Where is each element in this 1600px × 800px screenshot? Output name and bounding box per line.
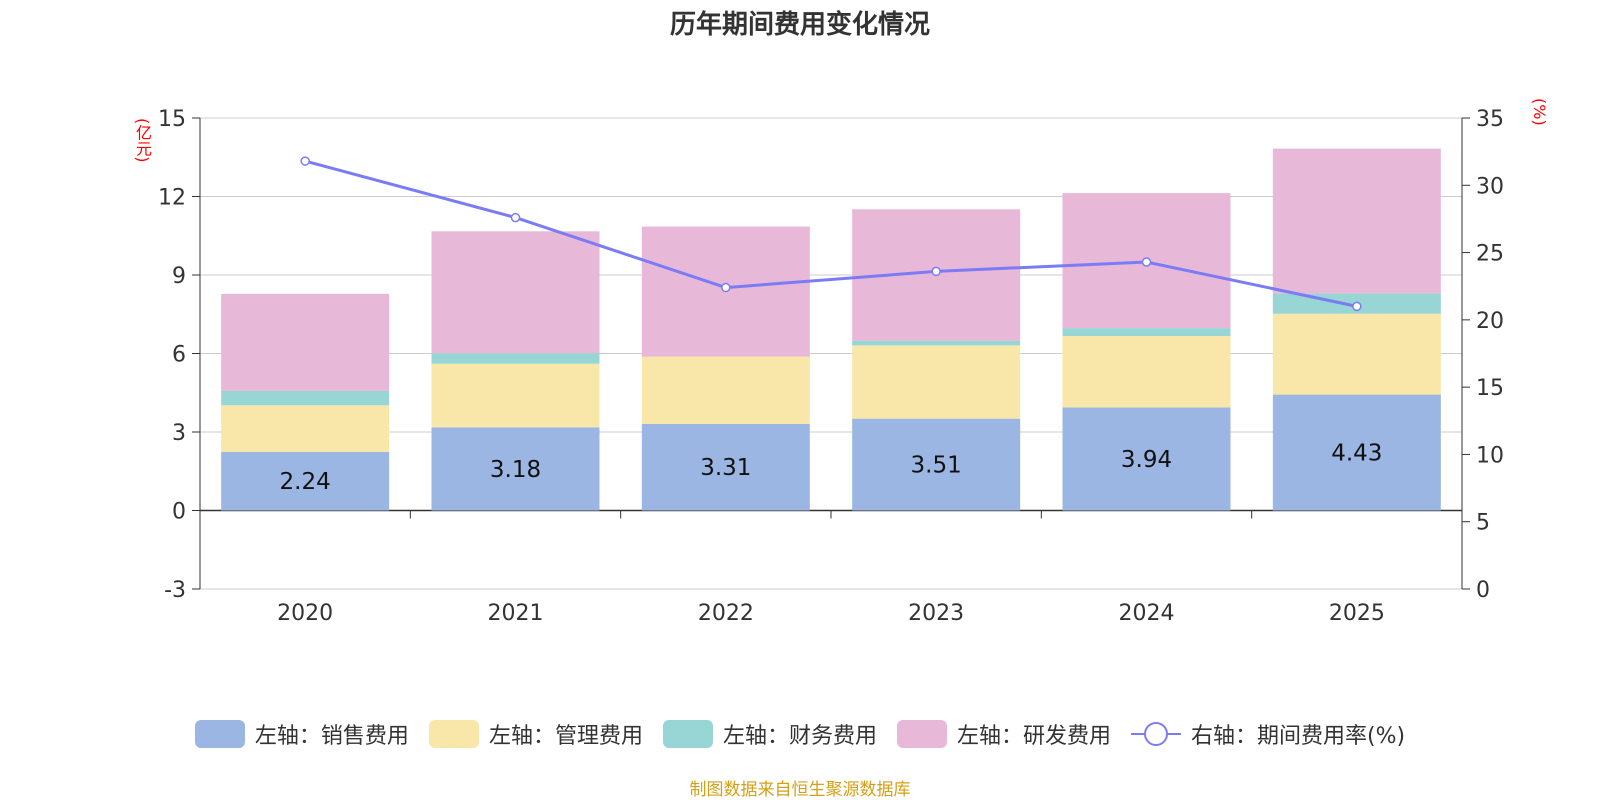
right-axis-tick-label: 30 [1476,174,1504,199]
bar-1-2021 [431,363,600,428]
bar-0-2025 [1272,394,1441,511]
bar-value-label: 3.18 [490,457,541,483]
x-axis-tick-label: 2025 [1329,601,1385,626]
x-axis-tick-label: 2023 [908,601,964,626]
legend-label-rnd: 左轴：研发费用 [956,724,1111,749]
bar-0-2022 [641,423,810,511]
bar-3-2020 [221,293,390,391]
left-axis-tick-label: 12 [158,186,186,211]
bar-0-2023 [852,418,1021,511]
bar-2-2021 [431,353,600,364]
x-axis-tick-label: 2020 [277,601,333,626]
right-axis-tick-label: 0 [1476,578,1490,603]
bar-3-2025 [1272,148,1441,294]
right-axis-tick-label: 20 [1476,309,1504,334]
right-axis-unit: (%) [1530,98,1549,126]
legend-swatch-finance [662,720,713,748]
expense-ratio-line [304,159,1358,308]
bar-1-2022 [641,356,810,424]
right-axis-tick-label: 10 [1476,443,1504,468]
legend-swatch-admin [428,720,479,748]
chart-canvas: -303691215051015202530352.2420203.182021… [158,107,1504,626]
legend-item-sales[interactable]: 左轴：销售费用 [194,718,409,750]
x-axis-tick-label: 2022 [698,601,754,626]
bar-value-label: 4.43 [1331,441,1382,467]
legend-swatch-sales [194,720,245,748]
legend-item-rnd[interactable]: 左轴：研发费用 [896,718,1111,750]
bar-2-2024 [1062,328,1231,336]
bar-value-label: 3.94 [1121,447,1172,473]
left-axis-tick-label: 0 [172,500,186,525]
bar-0-2020 [221,451,390,511]
legend-item-finance[interactable]: 左轴：财务费用 [662,718,877,750]
right-axis-tick-label: 35 [1476,107,1504,132]
legend-item-expense-ratio[interactable]: 右轴：期间费用率(%) [1130,718,1406,750]
right-axis-tick-label: 5 [1476,511,1490,536]
source-note: 制图数据来自恒生聚源数据库 [689,780,911,800]
right-axis-tick-label: 15 [1476,376,1504,401]
expense-ratio-point [300,156,310,166]
expense-ratio-point [721,282,731,293]
bar-0-2021 [431,427,600,511]
legend-item-admin[interactable]: 左轴：管理费用 [428,718,643,750]
bar-0-2024 [1062,407,1231,511]
bar-1-2023 [852,345,1021,419]
left-axis-unit: (亿元) [133,118,152,163]
x-axis-tick-label: 2024 [1119,601,1175,626]
legend-label-expense-ratio: 右轴：期间费用率(%) [1190,724,1406,749]
legend-label-sales: 左轴：销售费用 [254,724,409,749]
bar-2-2023 [852,340,1021,346]
legend-swatch-rnd [896,720,947,748]
left-axis-tick-label: 9 [172,264,186,289]
left-axis-tick-label: 6 [172,343,186,368]
left-axis-tick-label: -3 [164,578,186,603]
legend: 左轴：销售费用 左轴：管理费用 左轴：财务费用 左轴：研发费用 右轴：期间费用率… [0,718,1600,750]
legend-label-finance: 左轴：财务费用 [722,724,877,749]
bar-value-label: 3.31 [700,455,751,481]
bar-3-2021 [431,231,600,354]
left-axis-tick-label: 15 [158,107,186,132]
bar-value-label: 2.24 [280,469,331,495]
expense-ratio-point [1352,301,1362,312]
bar-1-2024 [1062,335,1231,408]
bar-1-2025 [1272,313,1441,395]
expense-ratio-point [1141,257,1152,267]
legend-swatch-expense-ratio [1130,720,1181,748]
legend-label-admin: 左轴：管理费用 [488,724,643,749]
chart-title: 历年期间费用变化情况 [669,10,930,40]
bar-value-label: 3.51 [911,453,962,479]
bar-2-2020 [221,390,390,406]
bar-1-2020 [221,405,390,452]
x-axis-tick-label: 2021 [488,601,544,626]
expense-ratio-point [931,266,941,277]
right-axis-tick-label: 25 [1476,242,1504,267]
expense-ratio-point [510,212,521,223]
left-axis-tick-label: 3 [172,421,186,446]
